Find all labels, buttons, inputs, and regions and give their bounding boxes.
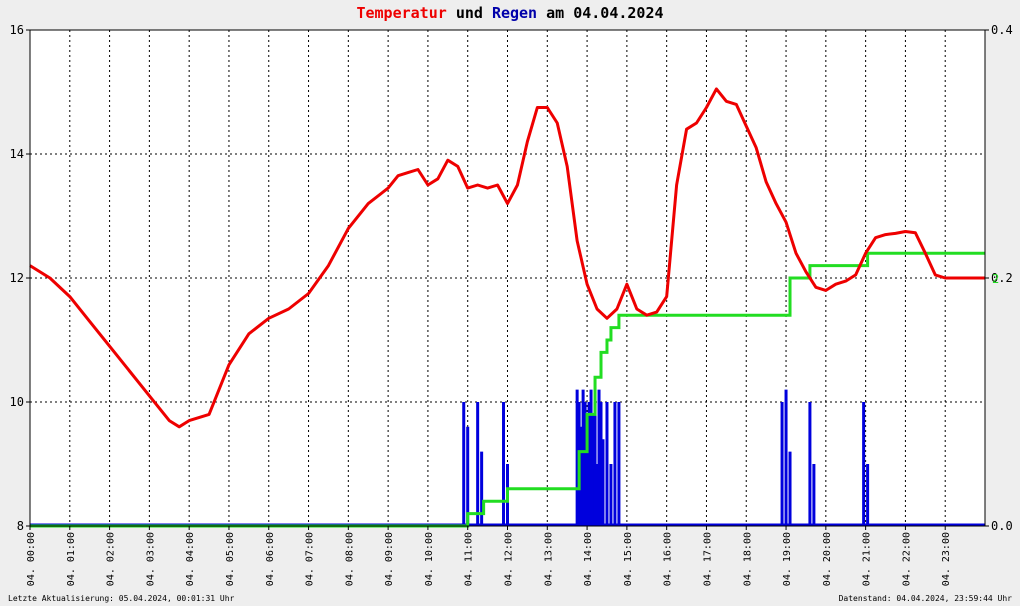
rain-total-series [30,251,985,528]
title-am: am [546,4,565,22]
x-tick-label: 04. 15:00 [623,532,634,586]
left-tick-label: 14 [10,147,24,161]
right-axis-marker: 2 [992,272,999,286]
rain-series [30,389,985,527]
footer-data-status: Datenstand: 04.04.2024, 23:59:44 Uhr [838,594,1012,603]
x-tick-label: 04. 11:00 [464,532,475,586]
x-tick-label: 04. 16:00 [663,532,674,586]
x-tick-label: 04. 21:00 [862,532,873,586]
x-tick-label: 04. 19:00 [782,532,793,586]
x-tick-label: 04. 01:00 [66,532,77,586]
x-tick-label: 04. 03:00 [145,532,156,586]
x-tick-label: 04. 04:00 [185,532,196,586]
x-tick-label: 04. 00:00 [26,532,37,586]
right-tick-label: 0.0 [991,519,1013,533]
temperature-series [29,87,985,429]
left-tick-label: 10 [10,395,24,409]
left-tick-label: 16 [10,23,24,37]
x-tick-label: 04. 09:00 [384,532,395,586]
x-tick-label: 04. 14:00 [583,532,594,586]
x-tick-label: 04. 02:00 [106,532,117,586]
x-tick-label: 04. 17:00 [702,532,713,586]
x-tick-label: 04. 22:00 [901,532,912,586]
x-tick-label: 04. 18:00 [742,532,753,586]
title-temperatur: Temperatur [356,4,447,22]
left-tick-label: 8 [17,519,24,533]
x-axis-ticks: 04. 00:00 04. 01:00 04. 02:00 04. 03:00 04. … [26,526,952,586]
title-regen: Regen [491,4,538,22]
x-tick-label: 04. 23:00 [941,532,952,586]
x-tick-label: 04. 06:00 [265,532,276,586]
left-axis-ticks: 8 10 12 14 16 [10,23,30,533]
title-und: und [455,4,483,22]
right-axis-ticks: 0.0 0.2 0.4 2 [985,23,1013,533]
x-tick-label: 04. 10:00 [424,532,435,586]
right-tick-label: 0.2 [991,271,1013,285]
title-date: 04.04.2024 [573,4,664,22]
right-tick-label: 0.4 [991,23,1013,37]
x-tick-label: 04. 08:00 [344,532,355,586]
x-tick-label: 04. 13:00 [543,532,554,586]
footer-last-update: Letzte Aktualisierung: 05.04.2024, 00:01… [8,594,235,603]
grid [30,30,985,526]
chart-title: Temperatur und Regen am 04.04.2024 [0,4,1020,22]
x-tick-label: 04. 05:00 [225,532,236,586]
x-tick-label: 04. 12:00 [504,532,515,586]
x-tick-label: 04. 07:00 [305,532,316,586]
x-tick-label: 04. 20:00 [822,532,833,586]
left-tick-label: 12 [10,271,24,285]
